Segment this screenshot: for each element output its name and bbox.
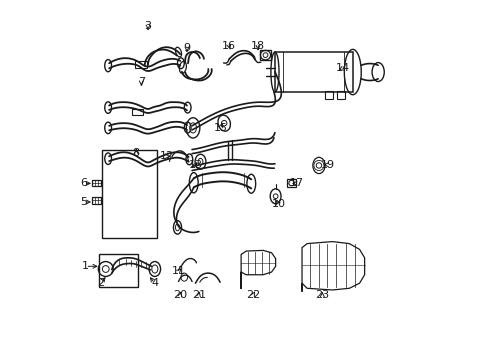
- Bar: [135, 61, 147, 68]
- Text: 3: 3: [144, 21, 151, 31]
- Bar: [102, 149, 156, 238]
- Text: 12: 12: [159, 151, 173, 161]
- Text: 17: 17: [289, 179, 304, 188]
- Text: 4: 4: [151, 278, 158, 288]
- Text: 19: 19: [320, 160, 334, 170]
- Text: 6: 6: [80, 179, 87, 188]
- Text: 20: 20: [173, 290, 187, 300]
- Text: 10: 10: [271, 199, 285, 209]
- Text: 15: 15: [213, 122, 227, 132]
- Bar: [325, 91, 333, 99]
- Bar: [91, 197, 101, 204]
- Bar: [132, 109, 143, 115]
- Text: 11: 11: [171, 266, 185, 276]
- Text: 13: 13: [188, 160, 202, 170]
- Text: 18: 18: [250, 41, 264, 51]
- Bar: [286, 179, 296, 187]
- Text: 23: 23: [315, 290, 329, 300]
- Text: 16: 16: [222, 41, 236, 51]
- Text: 1: 1: [82, 261, 89, 271]
- Bar: [260, 50, 270, 60]
- Bar: [274, 52, 352, 92]
- Text: 7: 7: [138, 77, 144, 87]
- Bar: [91, 180, 101, 186]
- Text: 21: 21: [191, 290, 205, 300]
- Text: 22: 22: [245, 290, 260, 300]
- Text: 9: 9: [183, 43, 190, 53]
- Text: 8: 8: [132, 148, 140, 158]
- Bar: [99, 255, 138, 287]
- Bar: [336, 91, 345, 99]
- Text: 5: 5: [80, 197, 87, 207]
- Text: 14: 14: [335, 63, 349, 73]
- Text: 2: 2: [97, 278, 104, 288]
